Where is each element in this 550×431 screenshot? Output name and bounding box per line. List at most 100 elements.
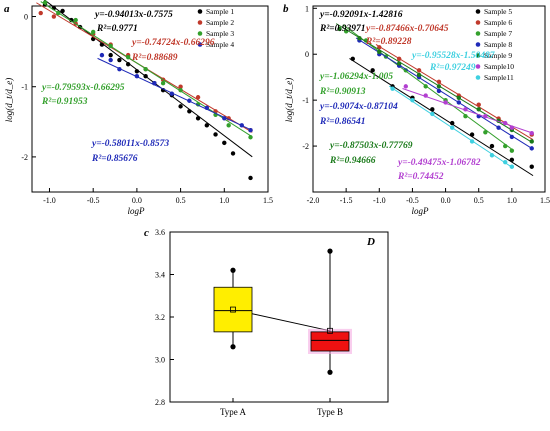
data-point [469,132,475,137]
data-point [509,125,515,130]
legend-entry: Sample 6 [484,18,512,27]
legend-marker [475,53,481,58]
data-point [117,66,122,72]
legend-entry: Sample 1 [206,7,234,16]
panel-b-ticks: -2.0 -1.5 -1.0 -0.5 0.0 0.5 1.0 1.5 1 0 -1 -2 [302,4,550,205]
fit-equation: y=-0.87466x-0.70645 [365,24,449,34]
panel-b-legend: Sample 5 Sample 6 Sample 7 Sample 8 Sample 9… [475,7,514,82]
data-point [430,107,435,112]
x-tick-label: 0.5 [176,196,186,205]
fit-r2: R²=0.94666 [329,156,376,166]
data-point [529,139,534,144]
data-point [108,52,113,58]
legend-entry: Sample 5 [484,7,512,16]
fit-line [342,24,514,151]
category-label: Type A [220,407,247,417]
y-tick-label: 2.8 [155,398,165,407]
data-point [483,130,488,135]
panel-a-ylabel: log(d_t/d_e) [4,78,14,123]
data-point [204,105,210,110]
data-point [178,84,183,89]
data-point [463,107,468,112]
legend-marker [475,20,481,25]
y-tick-label: 3.2 [155,313,165,322]
data-point [51,14,57,19]
legend-entry: Sample11 [484,73,514,82]
data-point [56,10,61,16]
data-point [476,107,481,112]
data-point [509,164,515,169]
data-point [509,148,515,153]
data-point [476,102,481,107]
data-point [350,56,355,62]
fit-equation: y=-1.06294x-1.005 [319,72,393,82]
data-point [160,81,166,86]
x-tick-label: 0.5 [474,196,484,205]
data-point [213,132,218,137]
data-point [463,114,468,119]
legend-marker [475,75,481,80]
legend-entry: Sample 3 [206,29,234,38]
panel-c-frame [169,231,389,403]
data-point [456,95,462,101]
fit-equation: y=-0.87503x-0.77769 [329,141,413,151]
x-tick-label: 1.5 [540,196,550,205]
data-point [416,68,422,73]
fit-r2: R²=0.97249 [429,63,476,73]
fit-r2: R²=0.88689 [131,53,178,63]
min-point [327,369,333,375]
data-point [509,134,515,140]
data-point [108,43,113,49]
data-point [489,143,495,149]
data-point [357,35,362,41]
data-point [42,0,48,5]
fit-r2: R²=0.90913 [319,87,366,97]
data-point [222,116,227,121]
fit-equation: y=-0.74724x-0.66296 [131,38,215,48]
fit-equation: y=-0.94013x-0.7575 [94,10,173,20]
data-point [152,81,157,86]
fit-r2: R²=0.86541 [319,117,365,127]
x-tick-label: 1.0 [507,196,517,205]
x-tick-label: 0.0 [132,196,142,205]
data-point [143,66,148,72]
data-point [108,57,113,63]
panel-a-label: a [4,3,10,15]
y-tick-label: 3.6 [155,228,165,237]
x-tick-label: 0.0 [441,196,451,205]
data-point [178,88,183,93]
legend-entry: Sample 4 [206,40,234,49]
fit-r2: R²=0.74452 [397,172,444,182]
x-tick-label: -0.5 [406,196,419,205]
legend-marker [197,9,203,14]
data-point [403,68,408,73]
y-tick-label: -2 [21,153,28,162]
data-point [450,125,455,130]
legend-entry: Sample 8 [484,40,512,49]
data-point [496,125,501,130]
data-point [396,61,402,66]
fit-r2: R²=0.9771 [96,24,138,34]
data-point [483,114,488,119]
data-point [436,79,442,84]
data-point [436,84,442,89]
data-point [529,164,534,169]
data-point [134,69,140,74]
data-point [423,84,428,89]
panel-c: c D 3.6 3.4 3.2 3.0 2.8 Type A Type B [144,227,389,417]
data-point [430,111,435,117]
fit-r2: R²=0.93971 [319,24,365,34]
fit-equation: y=-0.79593x-0.66295 [41,83,125,93]
x-tick-label: 1.0 [219,196,229,205]
fit-line [335,23,534,144]
data-point [436,88,442,94]
fit-line [349,58,534,177]
fit-equation: y=-0.58011x-0.8573 [91,139,169,149]
panel-b-xlabel: logP [412,206,430,216]
data-point [410,97,415,103]
data-point [503,159,508,165]
y-tick-label: 0 [305,50,309,59]
data-point [204,123,210,128]
y-tick-label: 3.0 [155,356,165,365]
